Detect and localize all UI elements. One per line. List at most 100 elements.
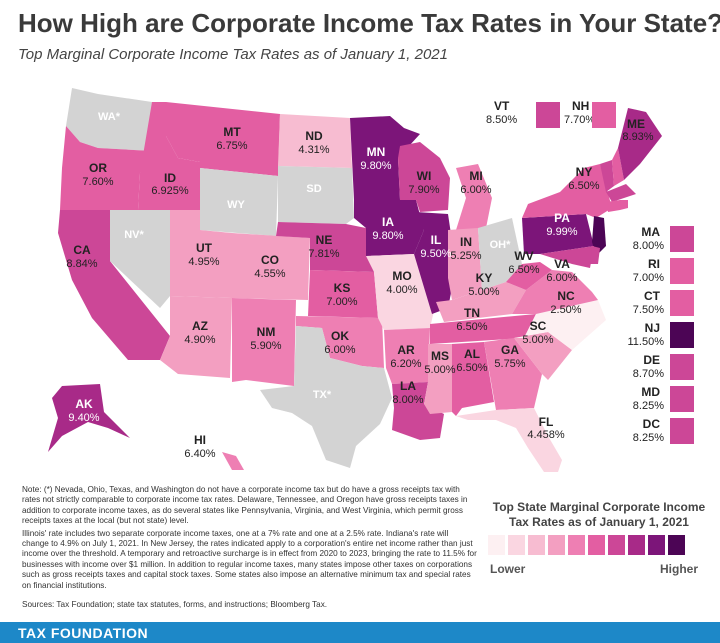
rate-ok: 6.00% <box>324 344 355 356</box>
label-va: VA <box>554 257 570 271</box>
rate-va: 6.00% <box>546 272 577 284</box>
label-tx: TX* <box>313 389 332 401</box>
label-ia: IA <box>382 215 394 229</box>
svg-text:DC: DC <box>643 417 661 431</box>
state-ri <box>620 200 628 210</box>
svg-text:CT: CT <box>644 289 661 303</box>
side-box-md: MD 8.25% <box>633 385 694 412</box>
chart-title: How High are Corporate Income Tax Rates … <box>18 8 720 38</box>
label-al: AL <box>464 347 480 361</box>
state-ne <box>276 222 374 272</box>
label-mi: MI <box>469 169 482 183</box>
state-ks <box>308 270 378 318</box>
state-ky <box>436 282 526 322</box>
rate-ut: 4.95% <box>188 256 219 268</box>
label-hi: HI <box>194 433 206 447</box>
rate-vt: 8.50% <box>486 114 517 126</box>
state-ma <box>606 184 636 202</box>
rate-al: 6.50% <box>456 362 487 374</box>
state-ia <box>354 200 424 256</box>
svg-text:MA: MA <box>641 225 660 239</box>
svg-text:7.50%: 7.50% <box>633 304 664 316</box>
svg-text:RI: RI <box>648 257 660 271</box>
legend-swatch <box>608 535 625 555</box>
legend-swatch <box>528 535 545 555</box>
legend-swatch <box>628 535 645 555</box>
state-wv <box>506 262 552 290</box>
note-paragraph: Note: (*) Nevada, Ohio, Texas, and Washi… <box>22 485 468 526</box>
label-vt: VT <box>494 99 510 113</box>
state-ar <box>384 328 430 384</box>
label-sc: SC <box>530 319 547 333</box>
label-la: LA <box>400 379 416 393</box>
footer-bar: TAX FOUNDATION <box>0 622 720 643</box>
side-box-de: DE 8.70% <box>633 353 694 380</box>
svg-text:MD: MD <box>641 385 660 399</box>
state-wi <box>398 142 450 212</box>
rate-id: 6.925% <box>151 185 189 197</box>
rate-me: 8.93% <box>622 131 653 143</box>
state-mo <box>366 254 436 330</box>
legend-swatch <box>588 535 605 555</box>
state-wy <box>200 168 278 236</box>
label-ny: NY <box>576 165 593 179</box>
rate-co: 4.55% <box>254 268 285 280</box>
side-box-ct: CT 7.50% <box>633 289 694 316</box>
rate-ia: 9.80% <box>372 230 403 242</box>
label-ca: CA <box>73 243 91 257</box>
label-wi: WI <box>417 169 432 183</box>
rate-ne: 7.81% <box>308 248 339 260</box>
rate-mi: 6.00% <box>460 184 491 196</box>
state-de <box>590 246 600 264</box>
rate-az: 4.90% <box>184 334 215 346</box>
state-nj <box>592 216 606 256</box>
label-mo: MO <box>392 269 411 283</box>
state-hi <box>222 452 244 470</box>
state-md <box>540 246 594 268</box>
state-al <box>452 342 494 416</box>
rate-nc: 2.50% <box>550 304 581 316</box>
label-me: ME <box>627 117 645 131</box>
legend-swatch <box>668 535 685 555</box>
rate-ak: 9.40% <box>68 412 99 424</box>
rate-ca: 8.84% <box>66 258 97 270</box>
legend-swatch <box>548 535 565 555</box>
state-sd <box>278 166 354 224</box>
state-me <box>618 108 662 180</box>
us-map: WA* OR 7.60% CA 8.84% NV* ID 6.925% MT 6… <box>0 68 720 473</box>
state-wa <box>66 88 152 151</box>
legend-swatch <box>648 535 665 555</box>
label-mn: MN <box>367 145 386 159</box>
rate-fl: 4.458% <box>527 429 565 441</box>
rate-sc: 5.00% <box>522 334 553 346</box>
swatch-vt <box>536 102 560 128</box>
rate-pa: 9.99% <box>546 226 577 238</box>
label-or: OR <box>89 161 107 175</box>
rate-hi: 6.40% <box>184 448 215 460</box>
legend-lower-label: Lower <box>490 562 526 576</box>
state-nm <box>232 298 296 386</box>
label-ut: UT <box>196 241 213 255</box>
svg-text:8.00%: 8.00% <box>633 240 664 252</box>
label-nm: NM <box>257 325 276 339</box>
label-ks: KS <box>334 281 351 295</box>
label-wy: WY <box>227 199 245 211</box>
state-mi <box>456 164 492 230</box>
state-va <box>512 270 598 314</box>
state-ny <box>522 164 612 218</box>
rate-wi: 7.90% <box>408 184 439 196</box>
state-co <box>232 233 310 300</box>
label-az: AZ <box>192 319 208 333</box>
rate-nh: 7.70% <box>564 114 595 126</box>
label-ok: OK <box>331 329 349 343</box>
state-ms <box>424 344 452 414</box>
side-box-ri: RI 7.00% <box>633 257 694 284</box>
state-nv <box>110 210 170 308</box>
state-or <box>60 126 152 210</box>
rate-tn: 6.50% <box>456 321 487 333</box>
label-nc: NC <box>557 289 575 303</box>
label-in: IN <box>460 235 472 249</box>
rate-mt: 6.75% <box>216 140 247 152</box>
state-ak <box>48 384 130 452</box>
side-box-dc: DC 8.25% <box>633 417 694 444</box>
